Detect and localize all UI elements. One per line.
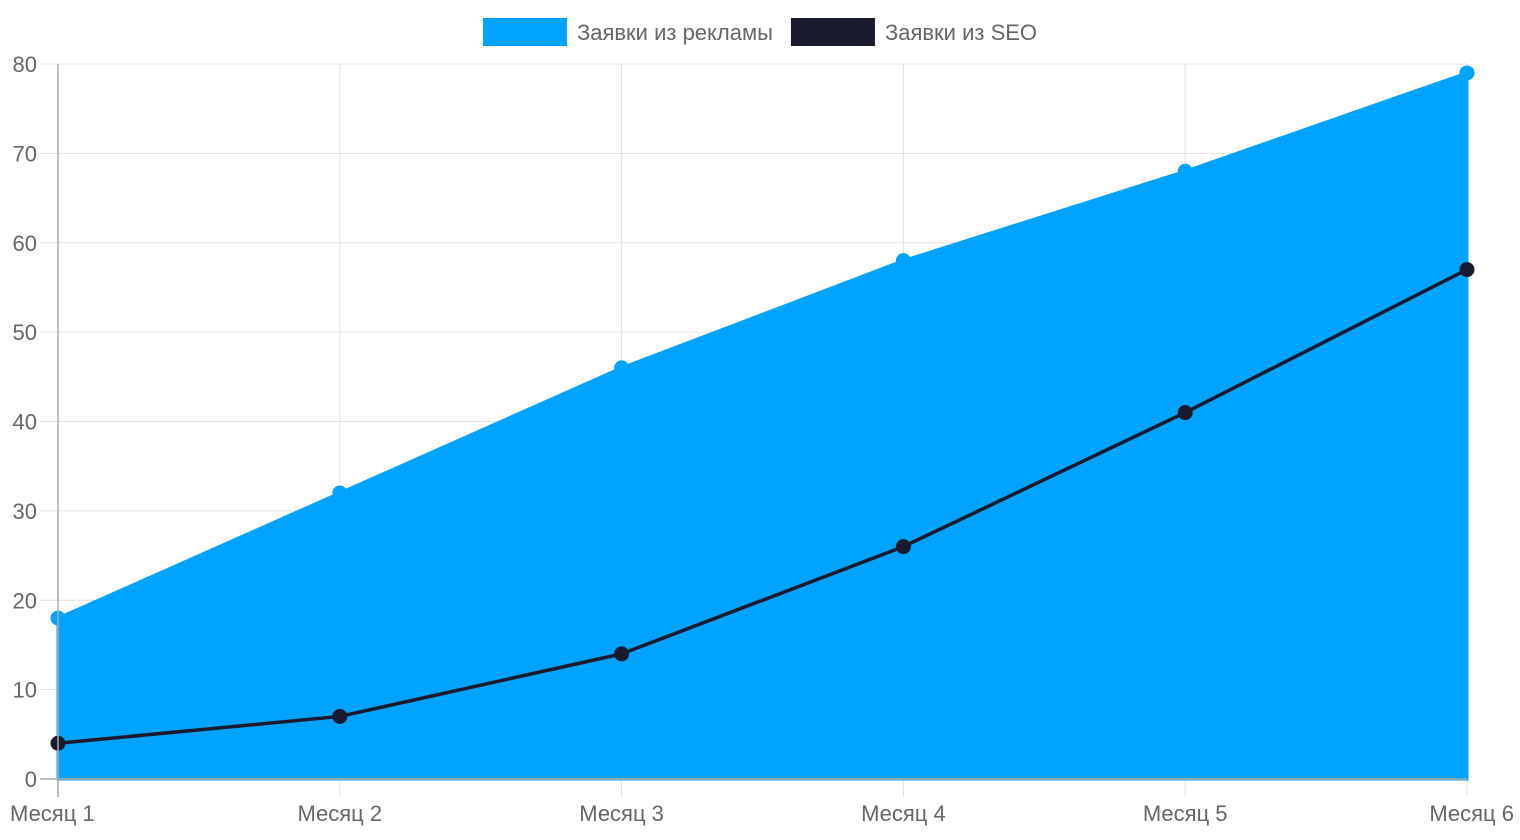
y-tick-label: 30 bbox=[13, 499, 37, 524]
series-area-0 bbox=[56, 70, 1469, 781]
legend-item[interactable]: Заявки из SEO bbox=[790, 18, 1037, 46]
y-tick-label: 10 bbox=[13, 678, 37, 703]
legend[interactable]: Заявки из рекламы Заявки из SEO bbox=[482, 18, 1037, 46]
data-point[interactable] bbox=[1459, 262, 1475, 278]
data-point[interactable] bbox=[1177, 405, 1193, 421]
data-point[interactable] bbox=[332, 708, 348, 724]
x-tick-label: Месяц 3 bbox=[579, 801, 664, 826]
legend-swatch bbox=[790, 18, 875, 46]
legend-label: Заявки из SEO bbox=[885, 20, 1037, 45]
data-point[interactable] bbox=[895, 253, 911, 269]
axes: 0 10 20 30 40 50 60 70 80 Месяц 1 Месяц 2 Месяц 3 Ме… bbox=[10, 52, 1514, 826]
x-tick-label: Месяц 5 bbox=[1143, 801, 1228, 826]
data-point[interactable] bbox=[1459, 65, 1475, 81]
y-tick-label: 20 bbox=[13, 588, 37, 613]
y-tick-label: 50 bbox=[13, 320, 37, 345]
legend-item[interactable]: Заявки из рекламы bbox=[482, 18, 773, 46]
x-tick-label: Месяц 1 bbox=[10, 801, 95, 826]
y-tick-label: 60 bbox=[13, 231, 37, 256]
data-point[interactable] bbox=[614, 646, 630, 662]
data-point[interactable] bbox=[332, 485, 348, 501]
y-tick-label: 0 bbox=[25, 767, 37, 792]
data-point[interactable] bbox=[1177, 163, 1193, 179]
x-tick-label: Месяц 6 bbox=[1429, 801, 1514, 826]
data-point[interactable] bbox=[614, 360, 630, 376]
y-tick-label: 70 bbox=[13, 141, 37, 166]
y-tick-label: 40 bbox=[13, 410, 37, 435]
data-point[interactable] bbox=[895, 539, 911, 555]
legend-swatch bbox=[482, 18, 567, 46]
series-line-1 bbox=[57, 268, 1468, 745]
x-tick-label: Месяц 2 bbox=[297, 801, 382, 826]
x-tick-label: Месяц 4 bbox=[861, 801, 946, 826]
legend-label: Заявки из рекламы bbox=[577, 20, 773, 45]
series-layer bbox=[50, 65, 1475, 781]
y-tick-label: 80 bbox=[13, 52, 37, 77]
